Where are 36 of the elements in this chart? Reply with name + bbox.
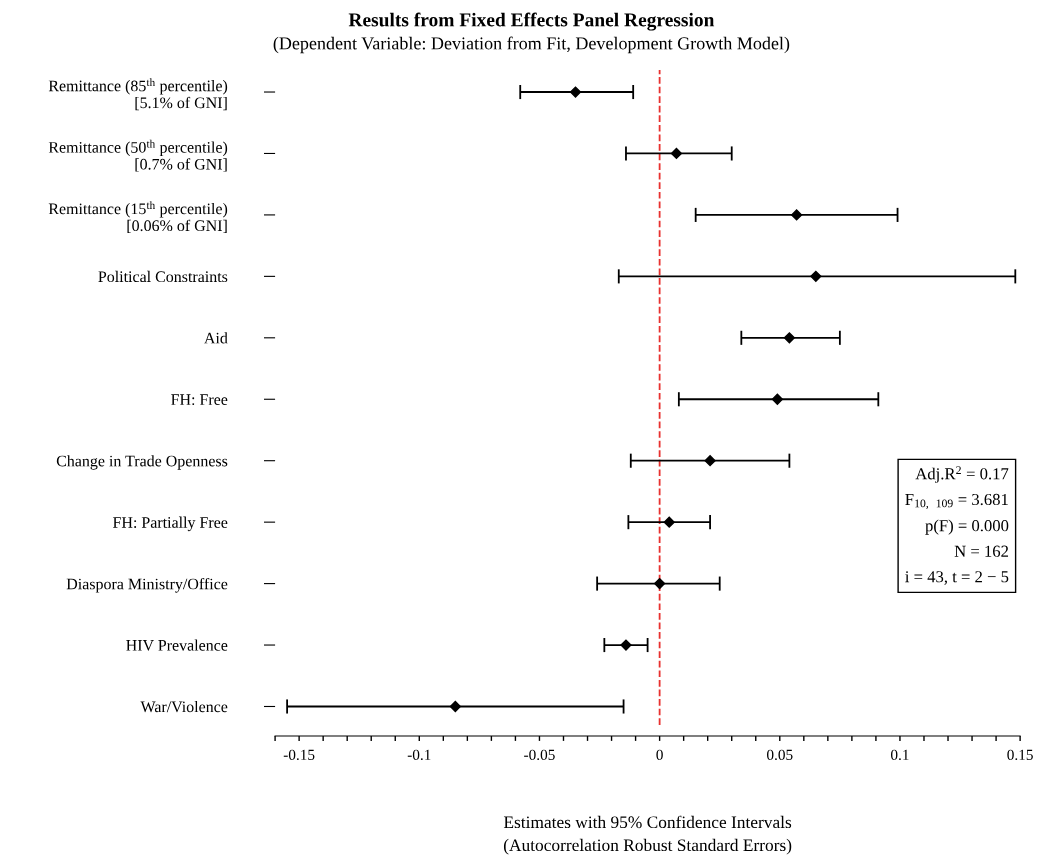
point <box>663 516 675 528</box>
y-tick-label: Remittance (85$^{th}$ percentile) [5.1% of GNI] <box>48 78 228 111</box>
annotation: F$_{10, 109}$ = 3.681 <box>905 493 1008 509</box>
point <box>654 577 666 590</box>
y-tick-label: Aid <box>204 332 228 344</box>
y-tick-label: FH: Partially Free <box>112 516 228 532</box>
x-tick-label: 0 <box>656 749 663 760</box>
point <box>810 270 822 282</box>
point <box>704 455 716 467</box>
x-tick-label: -0.05 <box>524 749 555 761</box>
y-tick-label: FH: Free <box>171 394 228 406</box>
y-tick-label: Remittance (15$^{th}$ percentile) [0.06% of GNI] <box>48 201 228 234</box>
x-tick-label: 0.15 <box>1007 749 1033 761</box>
point <box>449 700 461 713</box>
y-tick-label: Political Constraints <box>98 270 228 283</box>
point <box>670 147 683 160</box>
y-tick-label: HIV Prevalence <box>126 639 228 651</box>
y-tick-label: Diaspora Ministry/Office <box>66 577 228 593</box>
x-tick-label: 0.1 <box>890 749 909 761</box>
y-tick-label: Remittance (50$^{th}$ percentile) [0.7% of GNI] <box>48 139 228 172</box>
point <box>783 332 796 344</box>
point <box>771 393 783 405</box>
annotation: i = 43, t = 2 − 5 <box>905 571 1009 585</box>
x-tick-label: -0.1 <box>407 749 431 761</box>
chart-subtitle: (Dependent Variable: Deviation from Fit, Development Growth Model) <box>273 36 790 54</box>
point <box>791 209 803 221</box>
x-tick-label: 0.05 <box>767 749 793 761</box>
x-axis-title: Estimates with 95% Confidence Intervals (Autocorrelation Robust Standard Errors) <box>503 815 792 855</box>
annotation: Adj.R$^{2}$ = 0.17 <box>915 466 1009 483</box>
y-tick-label: War/Violence <box>140 700 228 713</box>
x-tick-label: -0.15 <box>283 749 315 761</box>
point <box>569 86 582 98</box>
chart-title: Results from Fixed Effects Panel Regression <box>348 12 715 31</box>
annotation: p(F) = 0.000 <box>925 519 1009 535</box>
y-tick-label: Change in Trade Openness <box>56 455 228 470</box>
annotation: N = 162 <box>954 545 1009 557</box>
